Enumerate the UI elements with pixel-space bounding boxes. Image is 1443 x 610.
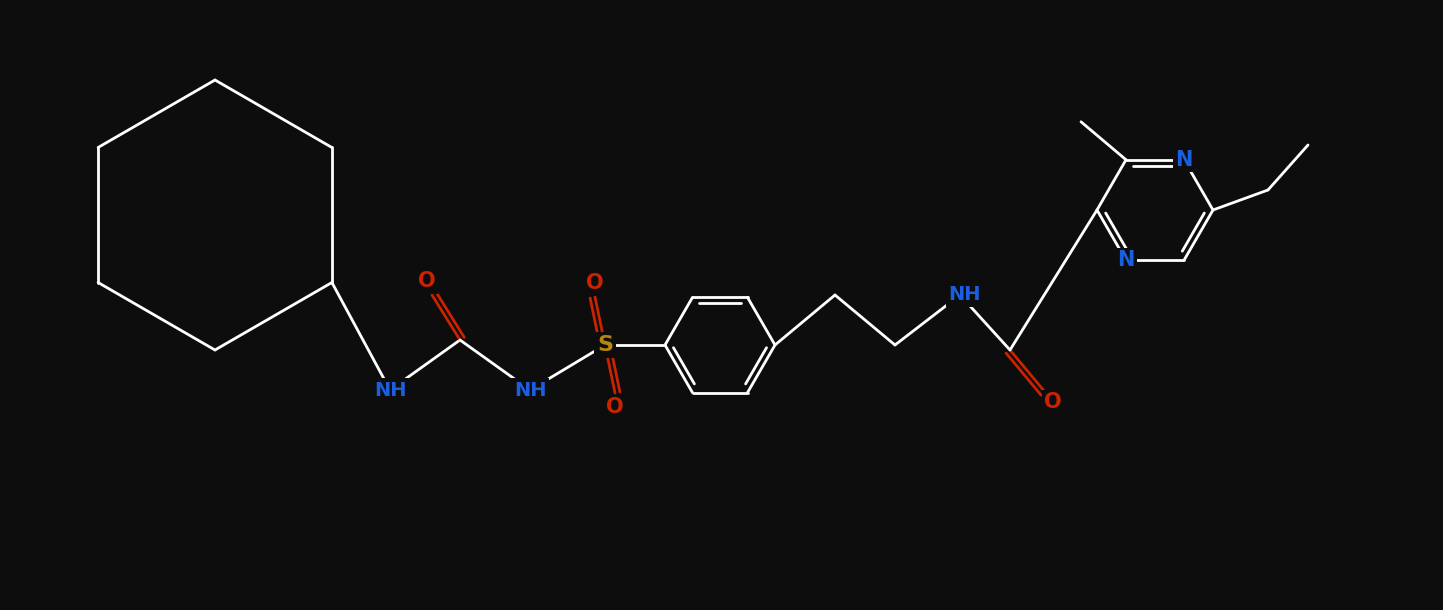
- Text: NH: NH: [374, 381, 407, 400]
- Text: O: O: [586, 273, 603, 293]
- Text: NH: NH: [948, 285, 981, 304]
- Text: O: O: [418, 271, 436, 291]
- Text: O: O: [1045, 392, 1062, 412]
- Text: S: S: [597, 335, 613, 355]
- Text: O: O: [606, 397, 623, 417]
- Text: NH: NH: [514, 381, 547, 400]
- Text: N: N: [1117, 250, 1134, 270]
- Text: N: N: [1175, 150, 1193, 170]
